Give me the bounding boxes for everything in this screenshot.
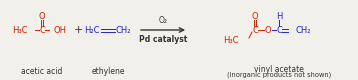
Text: acetic acid: acetic acid [21,68,63,76]
Text: ethylene: ethylene [91,68,125,76]
Text: C: C [252,26,258,34]
Text: O: O [252,12,258,20]
Text: CH₂: CH₂ [296,26,311,34]
Text: O: O [265,26,271,34]
Text: Pd catalyst: Pd catalyst [139,34,187,44]
Text: O: O [39,12,45,20]
Text: H₃C: H₃C [223,36,239,44]
Text: OH: OH [54,26,67,34]
Text: vinyl acetate: vinyl acetate [254,64,304,74]
Text: (inorganic products not shown): (inorganic products not shown) [227,72,331,78]
Text: C: C [39,26,45,34]
Text: H₂C: H₂C [84,26,100,34]
Text: CH₂: CH₂ [116,26,131,34]
Text: H₃C: H₃C [13,26,28,34]
Text: H: H [276,12,282,20]
Text: +: + [73,25,83,35]
Text: C: C [276,26,282,34]
Text: O₂: O₂ [159,16,168,24]
